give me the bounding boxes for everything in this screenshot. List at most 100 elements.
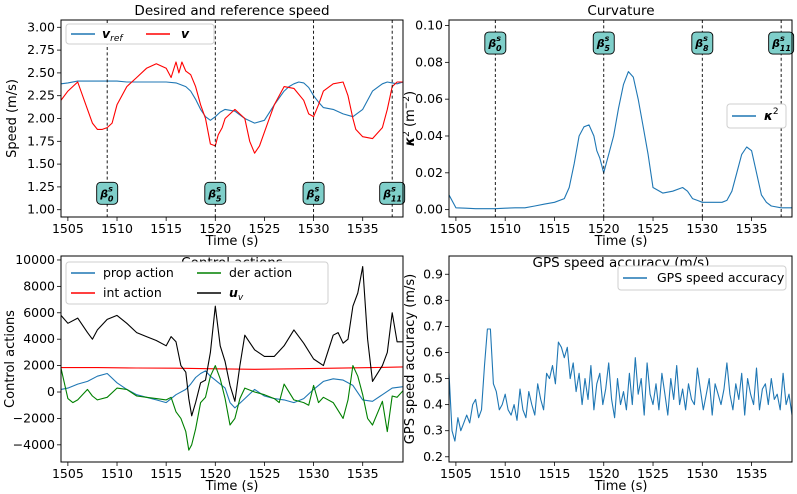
x-tick-label: 1505 <box>440 466 472 481</box>
legend-box <box>65 23 215 45</box>
x-tick: 1520 <box>199 462 231 481</box>
x-tick-label: 1525 <box>637 466 669 481</box>
y-tick-label: 0.06 <box>415 91 443 106</box>
x-tick-label: 1520 <box>199 221 231 236</box>
y-tick: 1.25 <box>27 179 61 194</box>
y-tick-label: 2.00 <box>27 111 55 126</box>
series-line-der-action <box>61 365 403 451</box>
x-axis-ticks: 1505 1510 1515 1520 1525 1530 1535 <box>440 462 768 481</box>
x-tick-label: 1530 <box>298 466 330 481</box>
y-tick: 0.5 <box>423 371 449 386</box>
x-axis-ticks: 1505 1510 1515 1520 1525 1530 1535 <box>52 217 379 236</box>
marker-label: βs 11 <box>382 184 402 203</box>
legend: vref v <box>65 23 215 45</box>
x-tick: 1530 <box>298 462 330 481</box>
x-tick: 1535 <box>736 462 768 481</box>
x-tick-label: 1535 <box>347 466 379 481</box>
panel-curvature: Curvature βs 0 βs 5 βs 8 βs 11 1505 1510 1515 1520… <box>402 3 795 249</box>
marker-badge <box>379 181 406 205</box>
x-tick: 1515 <box>539 462 571 481</box>
x-tick: 1520 <box>588 217 620 236</box>
y-tick: 0.04 <box>415 128 449 143</box>
plot-frame <box>448 255 793 463</box>
y-tick: 0 <box>47 384 61 399</box>
segment-marker: βs 11 <box>379 20 406 217</box>
marker-label: βs 8 <box>306 184 321 203</box>
y-tick: 0.10 <box>415 18 449 33</box>
y-tick: 10000 <box>15 252 61 267</box>
legend: κ2 <box>726 103 787 129</box>
y-tick: −4000 <box>13 437 61 452</box>
y-tick-label: 0.7 <box>423 318 443 333</box>
marker-label: βs 0 <box>99 184 114 203</box>
legend-label-int: int action <box>103 285 162 300</box>
y-tick-label: 1.25 <box>27 179 55 194</box>
y-tick-label: 0.3 <box>423 423 443 438</box>
y-tick-label: 0 <box>47 384 55 399</box>
x-tick-label: 1530 <box>686 221 718 236</box>
y-tick: 2.25 <box>27 88 61 103</box>
x-tick-label: 1515 <box>539 466 571 481</box>
x-axis-ticks: 1505 1510 1515 1520 1525 1530 1535 <box>52 462 379 481</box>
x-tick-label: 1535 <box>736 221 768 236</box>
panel-gps-speed-accuracy: GPS speed accuracy (m/s) 1505 1510 1515 152… <box>403 255 793 494</box>
y-tick: 0.6 <box>423 344 449 359</box>
marker-badge <box>96 181 119 205</box>
x-tick: 1530 <box>686 462 718 481</box>
plot-frame <box>60 255 404 463</box>
x-tick-label: 1515 <box>150 466 182 481</box>
x-tick: 1515 <box>539 217 571 236</box>
y-tick: 2.75 <box>27 42 61 57</box>
marker-label: βs 5 <box>596 34 611 53</box>
y-tick: 0.9 <box>423 266 449 281</box>
x-tick-label: 1510 <box>101 466 133 481</box>
legend-box <box>617 265 787 291</box>
y-tick: 0.3 <box>423 423 449 438</box>
y-tick-label: 2.50 <box>27 65 55 80</box>
x-tick-label: 1515 <box>539 221 571 236</box>
y-tick: 0.4 <box>423 397 449 412</box>
y-tick-label: −2000 <box>13 410 55 425</box>
y-tick-label: 1.50 <box>27 156 55 171</box>
y-tick-label: 8000 <box>23 278 55 293</box>
series-line-gps-speed-accuracy <box>449 328 792 442</box>
y-tick-label: 0.08 <box>415 54 443 69</box>
y-tick-label: 2.75 <box>27 42 55 57</box>
y-axis-label: GPS speed accuracy (m/s) <box>403 274 418 444</box>
x-tick: 1535 <box>347 217 379 236</box>
legend-label-vref: vref <box>102 26 124 44</box>
x-axis-label: Time (s) <box>594 479 648 494</box>
plot-frame <box>60 19 404 218</box>
x-tick-label: 1530 <box>686 466 718 481</box>
legend: prop action der action int action uv <box>65 261 329 305</box>
y-tick: 3.00 <box>27 19 61 34</box>
y-tick-label: 0.02 <box>415 165 443 180</box>
series-layer <box>449 71 792 210</box>
marker-badge <box>204 181 227 205</box>
y-tick-label: 0.4 <box>423 397 443 412</box>
x-tick-label: 1535 <box>736 466 768 481</box>
legend-label-v: v <box>181 26 190 41</box>
x-tick: 1530 <box>298 217 330 236</box>
x-tick: 1510 <box>101 462 133 481</box>
series-layer <box>61 266 403 451</box>
x-tick: 1535 <box>347 462 379 481</box>
y-tick: 6000 <box>23 305 61 320</box>
y-tick: 0.8 <box>423 292 449 307</box>
marker-badge <box>302 181 325 205</box>
x-tick-label: 1515 <box>150 221 182 236</box>
x-tick: 1525 <box>249 462 281 481</box>
x-tick-label: 1520 <box>588 221 620 236</box>
x-tick: 1530 <box>686 217 718 236</box>
legend-label-prop: prop action <box>103 265 174 280</box>
x-tick: 1535 <box>736 217 768 236</box>
y-tick-label: 6000 <box>23 305 55 320</box>
x-tick-label: 1525 <box>249 466 281 481</box>
x-tick-label: 1530 <box>298 221 330 236</box>
legend-label-der: der action <box>229 265 292 280</box>
segment-marker: βs 5 <box>592 20 615 217</box>
y-tick-label: 1.75 <box>27 133 55 148</box>
x-tick-label: 1510 <box>489 221 521 236</box>
y-tick-label: 1.00 <box>27 202 55 217</box>
